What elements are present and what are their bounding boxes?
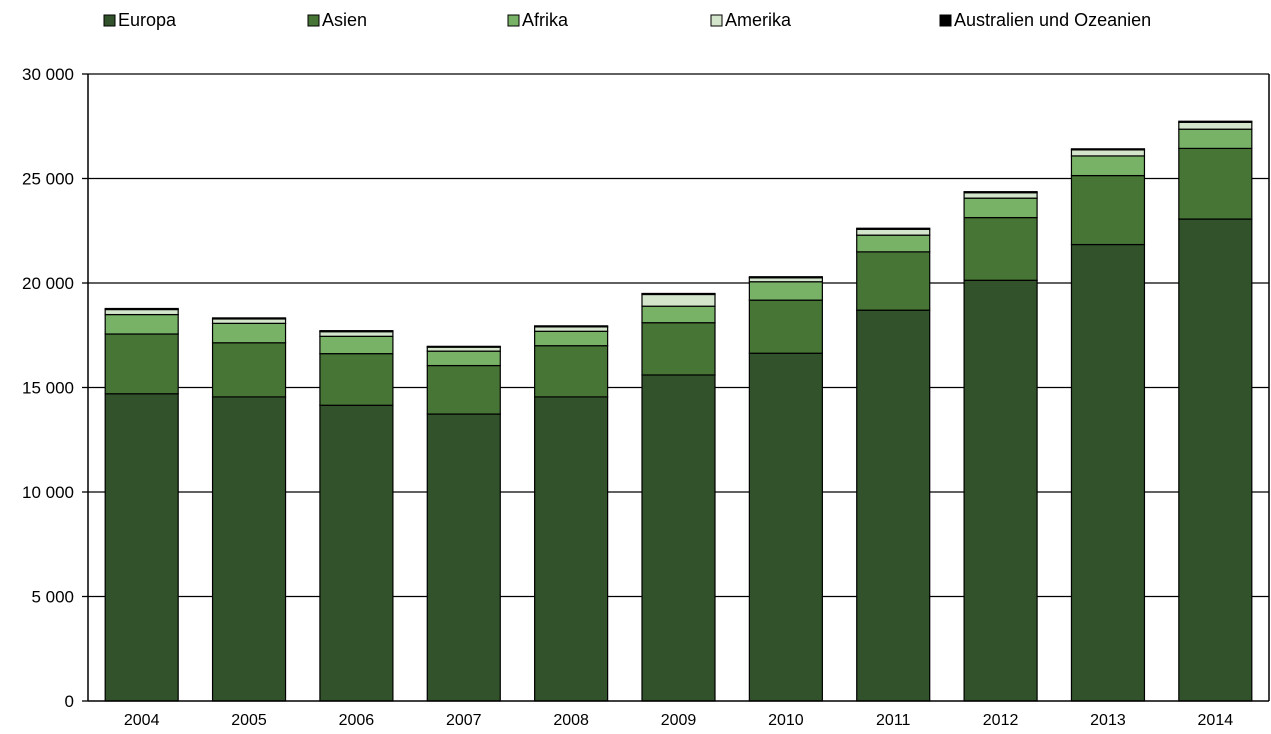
bar-segment-amerika — [534, 326, 609, 332]
bar-segment-amerika — [1070, 149, 1146, 157]
bar-segment-australien-und-ozeanien — [319, 330, 394, 333]
x-tick-label: 2012 — [983, 712, 1019, 729]
bar-segment-asien — [641, 322, 716, 376]
bar-segment-afrika — [211, 322, 287, 344]
bar-segment-afrika — [963, 197, 1038, 219]
bar-segment-australien-und-ozeanien — [856, 227, 931, 230]
x-tick-label: 2013 — [1090, 712, 1126, 729]
bar-segment-afrika — [104, 313, 179, 335]
bar-segment-asien — [426, 364, 501, 415]
bar-segment-australien-und-ozeanien — [534, 325, 609, 328]
bar-segment-afrika — [319, 335, 394, 355]
bar-segment-asien — [1070, 174, 1146, 246]
bar-segment-europa — [104, 393, 179, 702]
legend-swatch — [710, 14, 723, 27]
bar-segment-afrika — [426, 350, 501, 367]
bar-segment-afrika — [856, 234, 931, 253]
bar-segment-afrika — [641, 305, 716, 324]
legend-label: Europa — [118, 10, 177, 30]
bar-segment-asien — [211, 342, 287, 398]
bar-segment-asien — [534, 345, 609, 398]
bar-segment-australien-und-ozeanien — [426, 345, 501, 348]
bar-segment-asien — [1178, 147, 1253, 220]
bar-segment-amerika — [963, 192, 1038, 199]
y-tick-label: 0 — [65, 692, 74, 711]
bar-segment-afrika — [748, 281, 823, 301]
bar-segment-europa — [1178, 218, 1253, 702]
legend-swatch — [307, 14, 320, 27]
bar-segment-europa — [211, 396, 287, 702]
legend-label: Australien und Ozeanien — [954, 10, 1151, 30]
bars — [104, 120, 1253, 702]
bar-segment-australien-und-ozeanien — [963, 191, 1038, 194]
bar-segment-amerika — [1178, 121, 1253, 130]
bar-segment-australien-und-ozeanien — [1070, 148, 1146, 151]
bar-segment-europa — [1070, 243, 1146, 702]
bar-segment-amerika — [104, 308, 179, 316]
bar-segment-australien-und-ozeanien — [1178, 120, 1253, 123]
bar-segment-europa — [426, 413, 501, 702]
bar-segment-asien — [319, 353, 394, 406]
bar-segment-afrika — [534, 330, 609, 347]
x-tick-label: 2014 — [1198, 712, 1234, 729]
legend-swatch — [507, 14, 520, 27]
bar-segment-australien-und-ozeanien — [104, 307, 179, 311]
y-tick-label: 5 000 — [31, 588, 74, 607]
bar-segment-afrika — [1070, 155, 1146, 177]
bar-segment-australien-und-ozeanien — [641, 292, 716, 296]
bar-segment-amerika — [211, 318, 287, 324]
y-tick-label: 15 000 — [22, 379, 74, 398]
x-tick-label: 2007 — [446, 712, 482, 729]
bar-segment-amerika — [641, 293, 716, 307]
x-tick-label: 2004 — [124, 712, 160, 729]
y-tick-label: 30 000 — [22, 65, 74, 84]
x-tick-label: 2010 — [768, 712, 804, 729]
bar-segment-amerika — [319, 331, 394, 337]
bar-segment-asien — [748, 299, 823, 354]
bar-segment-australien-und-ozeanien — [211, 317, 287, 320]
bar-segment-australien-und-ozeanien — [748, 276, 823, 279]
bar-segment-afrika — [1178, 128, 1253, 150]
bar-segment-europa — [534, 396, 609, 702]
legend-swatch — [939, 14, 952, 27]
bar-segment-europa — [319, 404, 394, 702]
bar-segment-europa — [748, 352, 823, 702]
chart-legend: Europa Asien Afrika Amerika Australien und O… — [103, 10, 1151, 30]
y-tick-label: 10 000 — [22, 483, 74, 502]
legend-swatch — [103, 14, 116, 27]
y-tick-label: 25 000 — [22, 170, 74, 189]
x-tick-labels: 2004 2005 2006 2007 2008 2009 2010 2011 2012 2013… — [124, 712, 1233, 729]
legend-label: Asien — [322, 10, 367, 30]
bar-segment-amerika — [856, 228, 931, 236]
x-tick-label: 2011 — [876, 712, 911, 729]
bar-segment-europa — [963, 279, 1038, 702]
x-tick-label: 2006 — [339, 712, 375, 729]
x-tick-label: 2005 — [231, 712, 267, 729]
y-tick-labels: 0 5 000 10 000 15 000 20 000 25 000 30 000 — [22, 65, 88, 711]
y-tick-label: 20 000 — [22, 274, 74, 293]
x-tick-label: 2008 — [553, 712, 589, 729]
bar-segment-europa — [641, 374, 716, 702]
bar-segment-asien — [856, 251, 931, 311]
bar-segment-asien — [104, 333, 179, 395]
legend-label: Afrika — [522, 10, 569, 30]
bar-segment-europa — [856, 309, 931, 702]
legend-label: Amerika — [725, 10, 792, 30]
bar-segment-asien — [963, 216, 1038, 281]
x-tick-label: 2009 — [661, 712, 697, 729]
